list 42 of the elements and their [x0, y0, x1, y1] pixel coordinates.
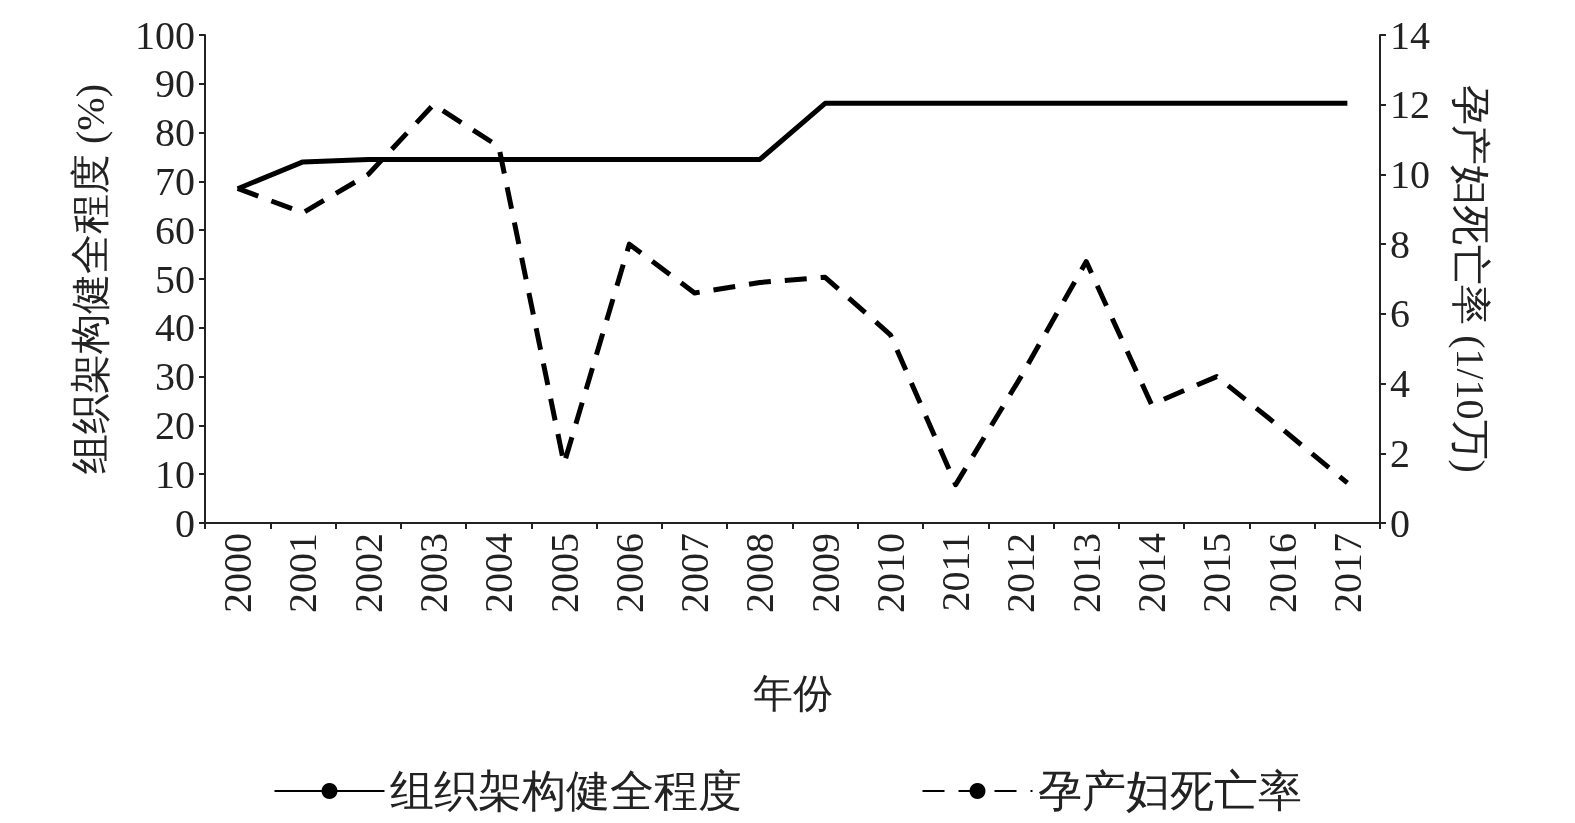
x-tick-label: 2009 [802, 533, 848, 613]
x-tick-label: 2002 [345, 533, 391, 613]
x-tick-label: 2012 [998, 533, 1044, 613]
y-tick-label: 0 [175, 500, 195, 546]
y-tick-label: 80 [155, 110, 195, 156]
y-tick-label: 20 [155, 402, 195, 448]
y-tick-label: 60 [155, 207, 195, 253]
y-axis-title: 组织架构健全程度 (%) [67, 84, 113, 474]
y-tick-label: 100 [135, 12, 195, 58]
y2-tick-label: 10 [1390, 151, 1430, 197]
x-tick-label: 2013 [1063, 533, 1109, 613]
x-tick-label: 2003 [410, 533, 456, 613]
y-tick-label: 50 [155, 256, 195, 302]
x-tick-label: 2014 [1129, 533, 1175, 613]
y-tick-label: 40 [155, 305, 195, 351]
y2-tick-label: 2 [1390, 430, 1410, 476]
x-tick-label: 2011 [933, 533, 979, 612]
x-tick-label: 2017 [1324, 533, 1370, 613]
y-tick-label: 70 [155, 158, 195, 204]
y2-tick-label: 8 [1390, 221, 1410, 267]
x-tick-label: 2000 [215, 533, 261, 613]
legend-label: 孕产妇死亡率 [1037, 766, 1302, 816]
x-tick-label: 2007 [672, 533, 718, 613]
x-tick-label: 2004 [476, 533, 522, 613]
legend-label: 组织架构健全程度 [389, 766, 742, 816]
y2-tick-label: 14 [1390, 12, 1430, 58]
x-tick-label: 2006 [606, 533, 652, 613]
x-tick-label: 2005 [541, 533, 587, 613]
x-tick-label: 2015 [1194, 533, 1240, 613]
x-tick-label: 2010 [867, 533, 913, 613]
y2-tick-label: 6 [1390, 291, 1410, 337]
x-tick-label: 2001 [280, 533, 326, 613]
y-tick-label: 90 [155, 61, 195, 107]
x-tick-label: 2008 [737, 533, 783, 613]
y-tick-label: 30 [155, 354, 195, 400]
y-tick-label: 10 [155, 451, 195, 497]
y2-tick-label: 4 [1390, 361, 1410, 407]
y2-axis-title: 孕产妇死亡率 (1/10万) [1447, 85, 1493, 473]
x-tick-label: 2016 [1259, 533, 1305, 613]
y2-tick-label: 12 [1390, 82, 1430, 128]
y2-tick-label: 0 [1390, 500, 1410, 546]
x-axis-title: 年份 [752, 670, 833, 716]
